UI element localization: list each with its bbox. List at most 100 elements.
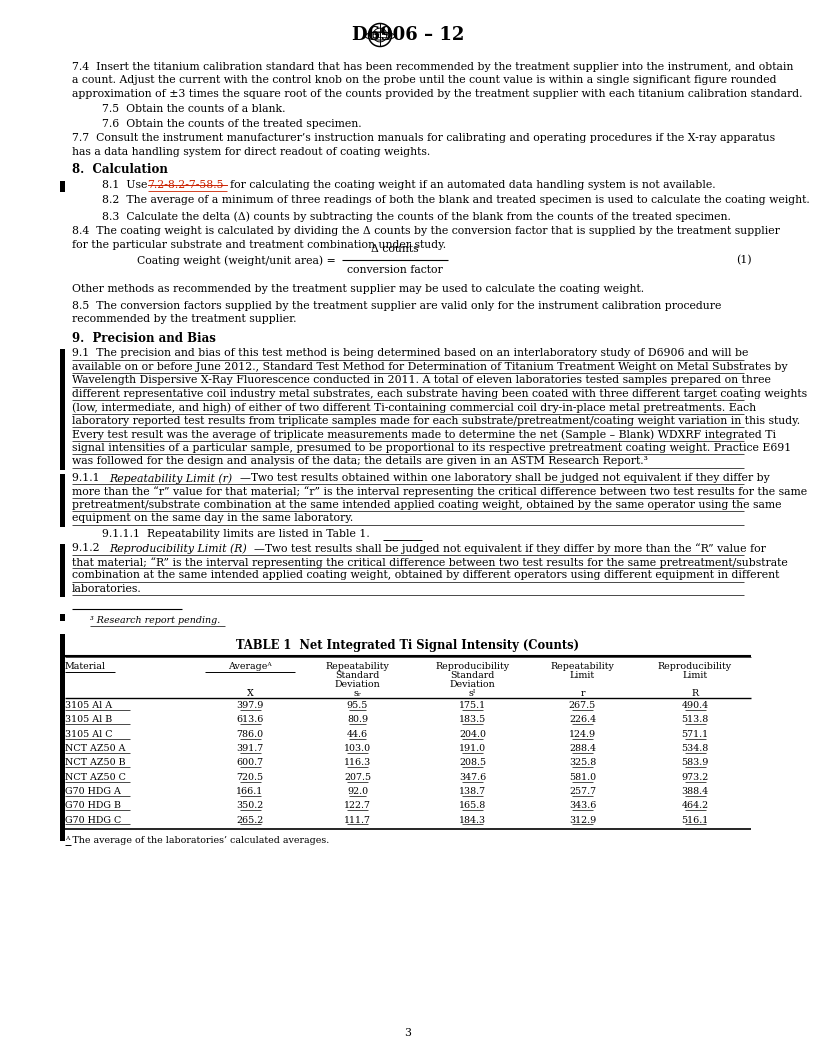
Text: 8.1  Use: 8.1 Use <box>102 180 151 190</box>
Text: 583.9: 583.9 <box>681 758 708 768</box>
Text: 490.4: 490.4 <box>681 701 708 711</box>
Text: ASTM: ASTM <box>373 32 387 36</box>
Text: laboratory reported test results from triplicate samples made for each substrate: laboratory reported test results from tr… <box>72 416 800 426</box>
Text: 124.9: 124.9 <box>569 730 596 739</box>
Text: for calculating the coating weight if an automated data handling system is not a: for calculating the coating weight if an… <box>229 180 715 190</box>
Text: Reproducibility Limit (R): Reproducibility Limit (R) <box>109 544 247 554</box>
Text: combination at the same intended applied coating weight, obtained by different o: combination at the same intended applied… <box>72 570 779 581</box>
Text: Reproducibility: Reproducibility <box>436 662 509 672</box>
Text: available on or before June 2012., Standard Test Method for Determination of Tit: available on or before June 2012., Stand… <box>72 362 787 372</box>
Text: 7.2-8.2-7-58.5: 7.2-8.2-7-58.5 <box>148 180 224 190</box>
Text: TABLE 1  Net Integrated Ti Signal Intensity (Counts): TABLE 1 Net Integrated Ti Signal Intensi… <box>237 640 579 653</box>
Text: NCT AZ50 A: NCT AZ50 A <box>65 744 126 753</box>
Text: 8.  Calculation: 8. Calculation <box>72 164 168 176</box>
Text: 95.5: 95.5 <box>347 701 368 711</box>
Text: 184.3: 184.3 <box>459 815 486 825</box>
Text: —Two test results shall be judged not equivalent if they differ by more than the: —Two test results shall be judged not eq… <box>254 544 765 554</box>
Text: r: r <box>580 690 585 698</box>
Text: 325.8: 325.8 <box>569 758 596 768</box>
Text: 175.1: 175.1 <box>459 701 486 711</box>
Text: 8.5  The conversion factors supplied by the treatment supplier are valid only fo: 8.5 The conversion factors supplied by t… <box>72 301 721 312</box>
Text: 7.4  Insert the titanium calibration standard that has been recommended by the t: 7.4 Insert the titanium calibration stan… <box>72 62 793 72</box>
Text: Limit: Limit <box>682 672 707 680</box>
Text: Limit: Limit <box>570 672 595 680</box>
Text: 391.7: 391.7 <box>237 744 264 753</box>
Text: 464.2: 464.2 <box>681 802 708 810</box>
Text: was followed for the design and analysis of the data; the details are given in a: was followed for the design and analysis… <box>72 456 648 467</box>
Text: X̅: X̅ <box>246 690 254 698</box>
Text: 786.0: 786.0 <box>237 730 264 739</box>
Text: 9.1  The precision and bias of this test method is being determined based on an : 9.1 The precision and bias of this test … <box>72 348 748 358</box>
Text: 122.7: 122.7 <box>344 802 371 810</box>
Text: Repeatability Limit (r): Repeatability Limit (r) <box>109 473 233 484</box>
Text: 350.2: 350.2 <box>237 802 264 810</box>
Text: 720.5: 720.5 <box>237 773 264 781</box>
Text: sᵣ: sᵣ <box>353 690 361 698</box>
Text: 208.5: 208.5 <box>459 758 486 768</box>
Text: 103.0: 103.0 <box>344 744 371 753</box>
Text: 973.2: 973.2 <box>681 773 708 781</box>
Text: 388.4: 388.4 <box>681 787 708 796</box>
Text: Coating weight (weight/unit area) =: Coating weight (weight/unit area) = <box>137 256 335 266</box>
Text: 207.5: 207.5 <box>344 773 371 781</box>
Text: Repeatability: Repeatability <box>551 662 614 672</box>
Text: 8.2  The average of a minimum of three readings of both the blank and treated sp: 8.2 The average of a minimum of three re… <box>102 195 809 206</box>
Text: 191.0: 191.0 <box>459 744 486 753</box>
Text: approximation of ±3 times the square root of the counts provided by the treatmen: approximation of ±3 times the square roo… <box>72 89 802 99</box>
Text: 581.0: 581.0 <box>569 773 596 781</box>
Text: Wavelength Dispersive X-Ray Fluorescence conducted in 2011. A total of eleven la: Wavelength Dispersive X-Ray Fluorescence… <box>72 376 771 385</box>
Text: G70 HDG A: G70 HDG A <box>65 787 121 796</box>
Text: has a data handling system for direct readout of coating weights.: has a data handling system for direct re… <box>72 147 430 157</box>
Text: Δ counts: Δ counts <box>371 245 419 254</box>
Text: 534.8: 534.8 <box>681 744 708 753</box>
Bar <box>60 474 65 527</box>
Text: recommended by the treatment supplier.: recommended by the treatment supplier. <box>72 315 296 324</box>
Text: 204.0: 204.0 <box>459 730 486 739</box>
Text: a count. Adjust the current with the control knob on the probe until the count v: a count. Adjust the current with the con… <box>72 75 777 86</box>
Text: G70 HDG C: G70 HDG C <box>65 815 122 825</box>
Text: 44.6: 44.6 <box>347 730 368 739</box>
Text: 166.1: 166.1 <box>237 787 264 796</box>
Text: 3: 3 <box>405 1027 411 1038</box>
Text: 138.7: 138.7 <box>459 787 486 796</box>
Text: Other methods as recommended by the treatment supplier may be used to calculate : Other methods as recommended by the trea… <box>72 284 644 295</box>
Text: (low, intermediate, and high) of either of two different Ti-containing commercia: (low, intermediate, and high) of either … <box>72 402 756 413</box>
Text: 9.1.1.1  Repeatability limits are listed in Table 1.: 9.1.1.1 Repeatability limits are listed … <box>102 529 370 539</box>
Text: 9.1.2: 9.1.2 <box>72 544 107 553</box>
Text: Averageᴬ: Averageᴬ <box>228 662 272 672</box>
Text: 92.0: 92.0 <box>347 787 368 796</box>
Text: 80.9: 80.9 <box>347 716 368 724</box>
Text: 343.6: 343.6 <box>569 802 596 810</box>
Text: 257.7: 257.7 <box>569 787 596 796</box>
Text: D6906 – 12: D6906 – 12 <box>352 26 464 44</box>
Text: Deviation: Deviation <box>450 680 495 690</box>
Text: NCT AZ50 C: NCT AZ50 C <box>65 773 126 781</box>
Text: 312.9: 312.9 <box>569 815 596 825</box>
Text: 347.6: 347.6 <box>459 773 486 781</box>
Text: 513.8: 513.8 <box>681 716 708 724</box>
Text: 3105 Al A: 3105 Al A <box>65 701 112 711</box>
Text: Every test result was the average of triplicate measurements made to determine t: Every test result was the average of tri… <box>72 430 776 440</box>
Text: 8.4  The coating weight is calculated by dividing the Δ counts by the conversion: 8.4 The coating weight is calculated by … <box>72 226 780 237</box>
Text: Standard: Standard <box>450 672 494 680</box>
Text: 226.4: 226.4 <box>569 716 596 724</box>
Text: ᴬ The average of the laboratories’ calculated averages.: ᴬ The average of the laboratories’ calcu… <box>65 836 329 845</box>
Text: 265.2: 265.2 <box>237 815 264 825</box>
Text: Standard: Standard <box>335 672 379 680</box>
Text: ³ Research report pending.: ³ Research report pending. <box>90 617 220 625</box>
Text: 116.3: 116.3 <box>344 758 371 768</box>
Text: 183.5: 183.5 <box>459 716 486 724</box>
Text: 9.1.1: 9.1.1 <box>72 473 107 483</box>
Text: 3105 Al C: 3105 Al C <box>65 730 113 739</box>
Text: that material; “R” is the interval representing the critical difference between : that material; “R” is the interval repre… <box>72 557 787 568</box>
Text: —Two test results obtained within one laboratory shall be judged not equivalent : —Two test results obtained within one la… <box>240 473 769 483</box>
Text: R: R <box>691 690 698 698</box>
Text: different representative coil industry metal substrates, each substrate having b: different representative coil industry m… <box>72 389 807 399</box>
Text: 600.7: 600.7 <box>237 758 264 768</box>
Text: 3105 Al B: 3105 Al B <box>65 716 113 724</box>
Text: 571.1: 571.1 <box>681 730 708 739</box>
Text: signal intensities of a particular sample, presumed to be proportional to its re: signal intensities of a particular sampl… <box>72 444 792 453</box>
Text: sᴵ: sᴵ <box>469 690 476 698</box>
Text: 7.7  Consult the instrument manufacturer’s instruction manuals for calibrating a: 7.7 Consult the instrument manufacturer’… <box>72 133 775 144</box>
Text: equipment on the same day in the same laboratory.: equipment on the same day in the same la… <box>72 513 353 524</box>
